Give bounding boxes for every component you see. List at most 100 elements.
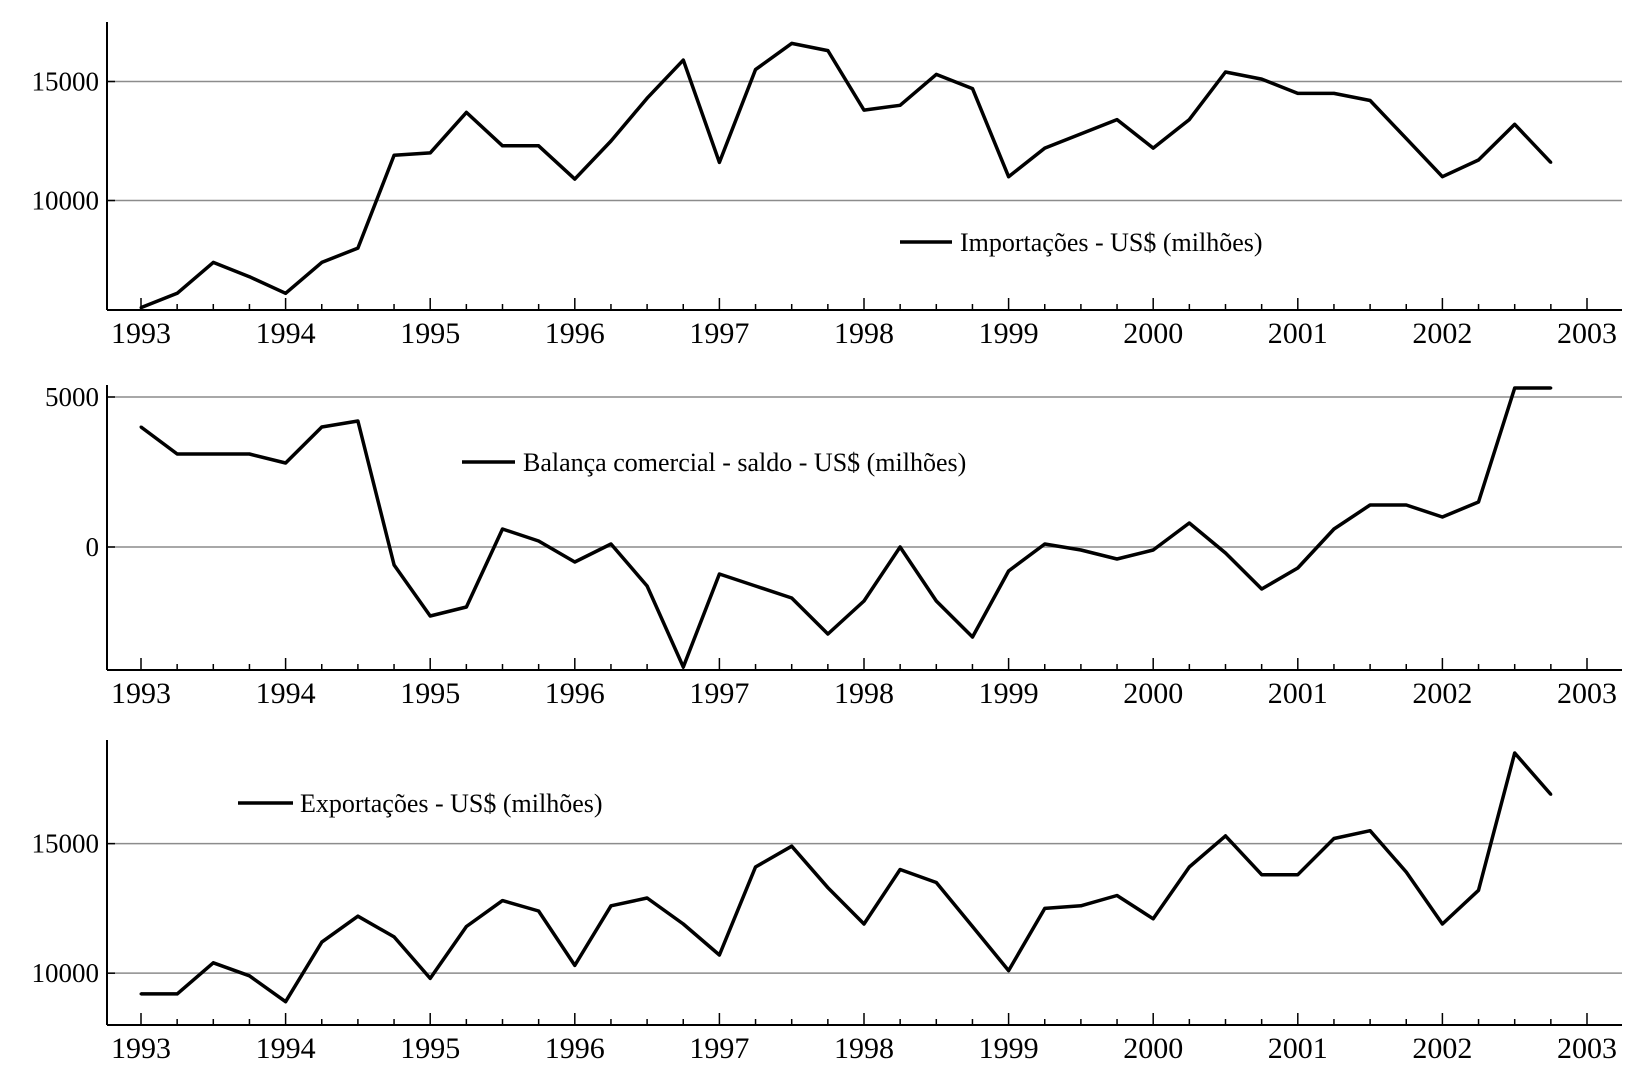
data-point	[537, 909, 541, 913]
data-point	[862, 922, 866, 926]
data-point	[1260, 77, 1264, 81]
data-point	[139, 992, 143, 996]
data-point	[356, 246, 360, 250]
data-point	[1368, 503, 1372, 507]
data-point	[826, 49, 830, 53]
data-point	[1332, 527, 1336, 531]
data-point	[1115, 118, 1119, 122]
data-point	[1404, 870, 1408, 874]
data-point	[826, 632, 830, 636]
data-point	[609, 904, 613, 908]
data-point	[428, 151, 432, 155]
x-tick-label: 2003	[1557, 677, 1617, 710]
data-point	[573, 963, 577, 967]
data-point	[717, 572, 721, 576]
data-point	[1079, 132, 1083, 136]
data-point	[1332, 836, 1336, 840]
data-point	[645, 584, 649, 588]
y-tick-label: 5000	[45, 382, 99, 412]
data-point	[1296, 566, 1300, 570]
data-point	[754, 68, 758, 72]
series-line	[141, 751, 1553, 1004]
data-point	[573, 560, 577, 564]
data-point	[1151, 146, 1155, 150]
data-point	[970, 635, 974, 639]
data-point	[1513, 751, 1517, 755]
x-tick-label: 1999	[979, 1032, 1039, 1065]
legend-label: Balança comercial - saldo - US$ (milhões…	[523, 448, 966, 477]
data-point	[464, 605, 468, 609]
data-point	[609, 542, 613, 546]
legend-label: Importações - US$ (milhões)	[960, 228, 1263, 257]
data-point	[1115, 557, 1119, 561]
data-point	[464, 110, 468, 114]
y-tick-label: 0	[86, 532, 100, 562]
data-point	[681, 58, 685, 62]
data-point	[754, 584, 758, 588]
x-tick-label: 1996	[545, 677, 605, 710]
data-point	[1079, 548, 1083, 552]
data-point	[1477, 158, 1481, 162]
data-point	[211, 961, 215, 965]
data-point	[1043, 542, 1047, 546]
data-point	[537, 539, 541, 543]
x-tick-label: 2000	[1123, 677, 1183, 710]
series-line	[139, 386, 1551, 669]
x-tick-label: 2003	[1557, 317, 1617, 350]
x-tick-label: 1993	[111, 1032, 171, 1065]
chart-panel-1: 10000 15000 1993 1994 1995 1996 1997 1998 1999 20…	[32, 22, 1622, 350]
data-point	[681, 922, 685, 926]
data-point	[1224, 70, 1227, 74]
x-tick-label: 1993	[111, 677, 171, 710]
data-point	[826, 886, 830, 890]
x-tick-label: 1994	[256, 1032, 316, 1065]
data-point	[1260, 873, 1264, 877]
data-point	[1224, 834, 1227, 838]
data-point	[1296, 873, 1300, 877]
data-point	[501, 144, 504, 148]
data-point	[320, 940, 324, 944]
data-point	[392, 935, 396, 939]
data-point	[970, 87, 974, 91]
data-point	[501, 899, 504, 903]
data-point	[1007, 569, 1011, 573]
data-point	[717, 953, 721, 957]
legend: Exportações - US$ (milhões)	[238, 789, 603, 818]
data-point	[1187, 865, 1191, 869]
data-point	[501, 527, 504, 531]
x-tick-label: 2000	[1123, 317, 1183, 350]
data-point	[1477, 888, 1481, 892]
data-point	[934, 599, 938, 603]
x-tick-label: 2001	[1268, 317, 1328, 350]
data-point	[754, 865, 758, 869]
x-tick-label: 2001	[1268, 677, 1328, 710]
data-point	[1260, 587, 1264, 591]
data-point	[247, 452, 251, 456]
data-point	[284, 291, 288, 295]
data-point	[645, 896, 649, 900]
data-point	[139, 425, 143, 429]
data-point	[320, 260, 324, 264]
data-point	[1043, 146, 1047, 150]
x-tick-label: 2002	[1412, 1032, 1472, 1065]
data-point	[1007, 969, 1011, 973]
x-tick-label: 1997	[689, 677, 749, 710]
data-point	[1151, 548, 1155, 552]
data-point	[898, 103, 902, 107]
x-tick-label: 1998	[834, 317, 894, 350]
data-point	[139, 306, 143, 310]
data-point	[392, 563, 396, 567]
data-point	[1404, 503, 1408, 507]
data-point	[1477, 500, 1481, 504]
data-point	[247, 974, 251, 978]
data-point	[1224, 551, 1227, 555]
data-point	[898, 545, 902, 549]
data-point	[284, 1000, 288, 1004]
x-tick-label: 2000	[1123, 1032, 1183, 1065]
x-tick-label: 2002	[1412, 677, 1472, 710]
data-point	[717, 160, 721, 164]
series-line	[140, 41, 1553, 310]
data-point	[247, 275, 251, 279]
y-tick-label: 15000	[32, 67, 100, 97]
